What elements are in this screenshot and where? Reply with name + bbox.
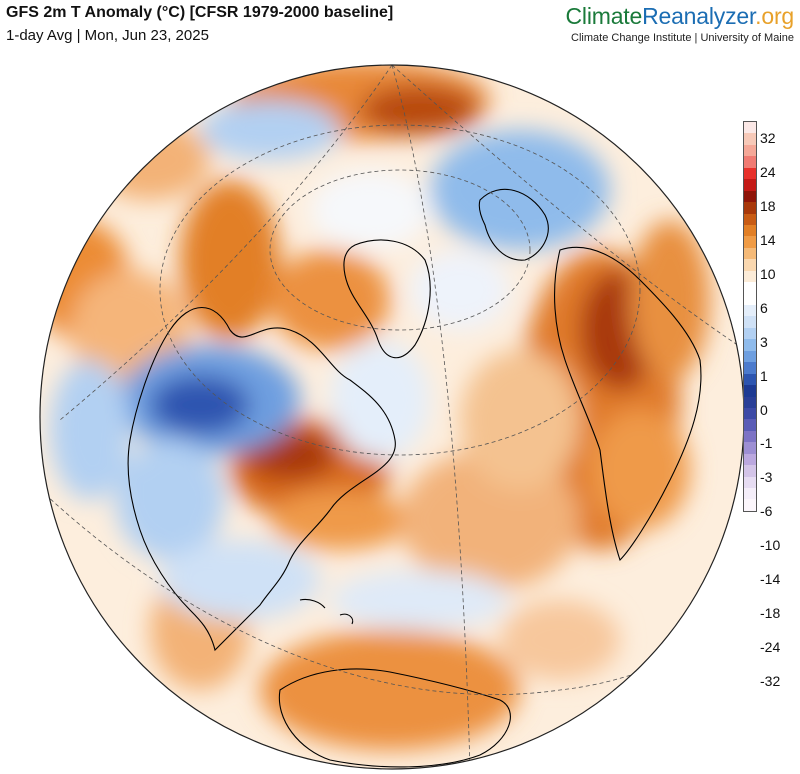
- anomaly-region: [360, 85, 480, 135]
- colorbar-swatch: [744, 316, 756, 328]
- europe-asia-coast: [554, 246, 702, 562]
- colorbar-swatch: [744, 327, 756, 340]
- colorbar-swatch: [744, 465, 756, 477]
- caribbean-islands: [299, 598, 354, 625]
- brand-logo[interactable]: ClimateReanalyzer.org: [565, 2, 795, 30]
- anomaly-region: [410, 250, 510, 330]
- colorbar-label: -1: [760, 435, 773, 452]
- anomaly-region: [270, 250, 390, 350]
- colorbar-label: 6: [760, 299, 768, 316]
- colorbar-swatch: [744, 373, 756, 386]
- meridian: [391, 65, 471, 769]
- colorbar-swatch: [744, 499, 756, 511]
- colorbar-swatch: [744, 122, 756, 134]
- colorbar-labels: 32 24 18 14 10 6 3 1 0 -1 -3 -6 -10 -14 -18 -24 -32: [760, 121, 798, 698]
- colorbar-label: -10: [760, 537, 781, 554]
- anomaly-region: [200, 100, 340, 160]
- colorbar-swatch: [744, 282, 756, 294]
- page-subtitle: 1-day Avg | Mon, Jun 23, 2025: [6, 27, 209, 44]
- colorbar-label: 10: [760, 265, 776, 282]
- colorbar-label: 32: [760, 130, 776, 146]
- colorbar-swatch: [744, 442, 756, 454]
- south-america-coast: [278, 668, 511, 768]
- anomaly-region: [500, 600, 620, 680]
- colorbar-swatch: [744, 247, 756, 260]
- colorbar-label: -32: [760, 673, 781, 689]
- colorbar-swatch: [744, 419, 756, 431]
- colorbar-swatch: [744, 144, 756, 157]
- anomaly-region: [115, 440, 225, 560]
- anomaly-region: [180, 180, 280, 340]
- colorbar-swatch: [744, 305, 756, 317]
- anomaly-region: [310, 170, 430, 250]
- brand-part-org: .org: [755, 3, 794, 29]
- colorbar-label: 24: [760, 163, 776, 180]
- colorbar-swatch: [744, 156, 756, 168]
- colorbar-swatch: [744, 362, 756, 374]
- colorbar-swatch: [744, 236, 756, 248]
- colorbar-label: 1: [760, 367, 768, 384]
- colorbar: [743, 121, 757, 512]
- colorbar-label: 14: [760, 231, 776, 248]
- colorbar-swatch: [744, 293, 756, 305]
- colorbar-swatch: [744, 202, 756, 214]
- colorbar-swatch: [744, 407, 756, 420]
- colorbar-label: 3: [760, 333, 768, 350]
- colorbar-label: -24: [760, 639, 781, 656]
- colorbar-swatch: [744, 259, 756, 271]
- colorbar-swatch: [744, 179, 756, 191]
- coastlines: [127, 188, 702, 768]
- anomaly-region: [245, 430, 335, 480]
- colorbar-swatch: [744, 339, 756, 351]
- anomaly-region: [150, 375, 250, 435]
- meridian: [391, 65, 744, 351]
- brand-part-climate: Climate: [565, 3, 643, 29]
- anomaly-region: [460, 350, 580, 490]
- anomaly-region: [160, 540, 320, 620]
- anomaly-region: [50, 360, 130, 500]
- colorbar-label: 18: [760, 197, 776, 214]
- graticule: [40, 65, 744, 769]
- colorbar-swatch: [744, 270, 756, 283]
- colorbar-swatch: [744, 385, 756, 397]
- anomaly-region: [260, 630, 520, 750]
- colorbar-swatch: [744, 190, 756, 203]
- anomaly-region: [590, 410, 690, 530]
- colorbar-label: -3: [760, 469, 773, 486]
- colorbar-label: -14: [760, 571, 781, 588]
- greenland-coast: [343, 239, 431, 359]
- north-america-coast: [127, 306, 396, 652]
- latitude-circle: [269, 169, 531, 331]
- page-title: GFS 2m T Anomaly (°C) [CFSR 1979-2000 ba…: [6, 4, 394, 21]
- colorbar-swatch: [744, 488, 756, 500]
- colorbar-swatch: [744, 396, 756, 408]
- anomaly-region: [330, 570, 510, 630]
- colorbar-swatch: [744, 213, 756, 225]
- colorbar-swatch: [744, 350, 756, 363]
- latitude-circle: [159, 124, 641, 456]
- colorbar-swatch: [744, 133, 756, 145]
- anomaly-region: [90, 120, 210, 200]
- anomaly-layer: [40, 65, 710, 750]
- anomaly-region: [430, 130, 610, 250]
- scandinavia-coast: [478, 188, 549, 261]
- brand-tagline: Climate Change Institute | University of…: [571, 32, 794, 44]
- anomaly-region: [330, 340, 430, 460]
- meridian: [59, 65, 393, 421]
- colorbar-label: 0: [760, 401, 768, 418]
- colorbar-swatch: [744, 453, 756, 466]
- colorbar-label: -18: [760, 605, 781, 622]
- colorbar-swatch: [744, 476, 756, 488]
- brand-part-reanalyzer: Reanalyzer: [642, 3, 756, 29]
- colorbar-swatch: [744, 224, 756, 237]
- colorbar-swatch: [744, 167, 756, 180]
- anomaly-region: [270, 490, 410, 550]
- colorbar-swatch: [744, 430, 756, 443]
- colorbar-label: -6: [760, 503, 773, 520]
